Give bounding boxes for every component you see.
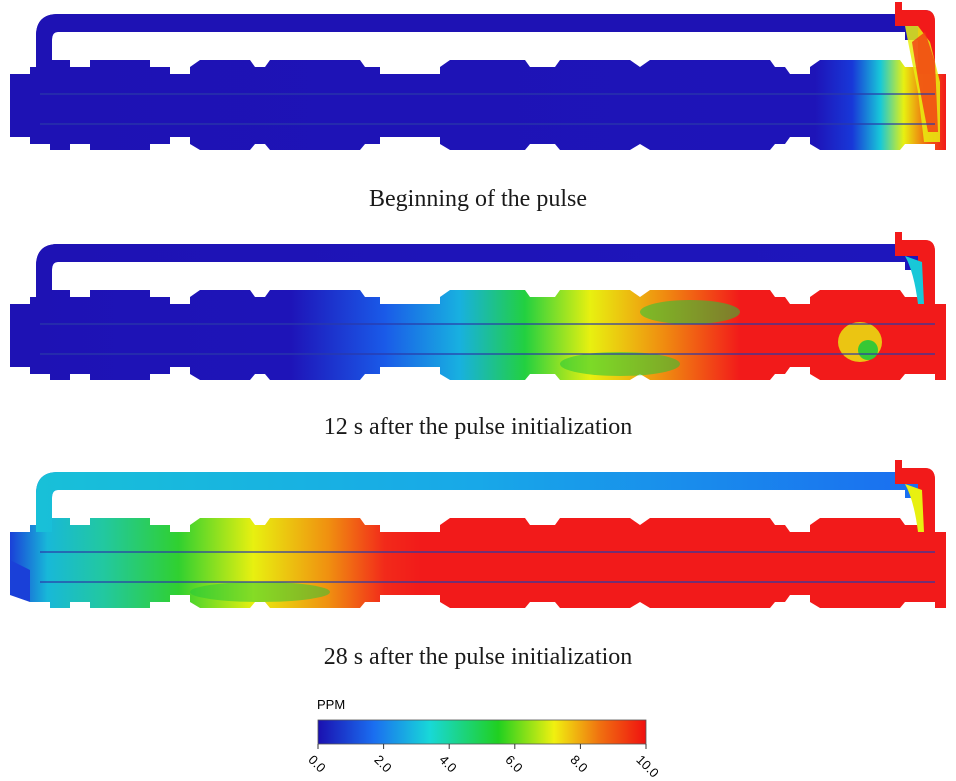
panel-12s: [10, 232, 946, 380]
panel-beginning: [10, 2, 946, 150]
colorbar-ticks: [317, 744, 647, 749]
tube-lines: [40, 93, 935, 125]
panel-28s: [10, 460, 946, 608]
caption-beginning: Beginning of the pulse: [369, 186, 587, 212]
tube-lines: [40, 323, 935, 355]
caption-12s: 12 s after the pulse initialization: [323, 414, 633, 440]
colorbar: [317, 719, 647, 745]
tube-lines: [40, 551, 935, 583]
caption-28s: 28 s after the pulse initialization: [323, 644, 633, 670]
legend-title: PPM: [317, 697, 346, 712]
